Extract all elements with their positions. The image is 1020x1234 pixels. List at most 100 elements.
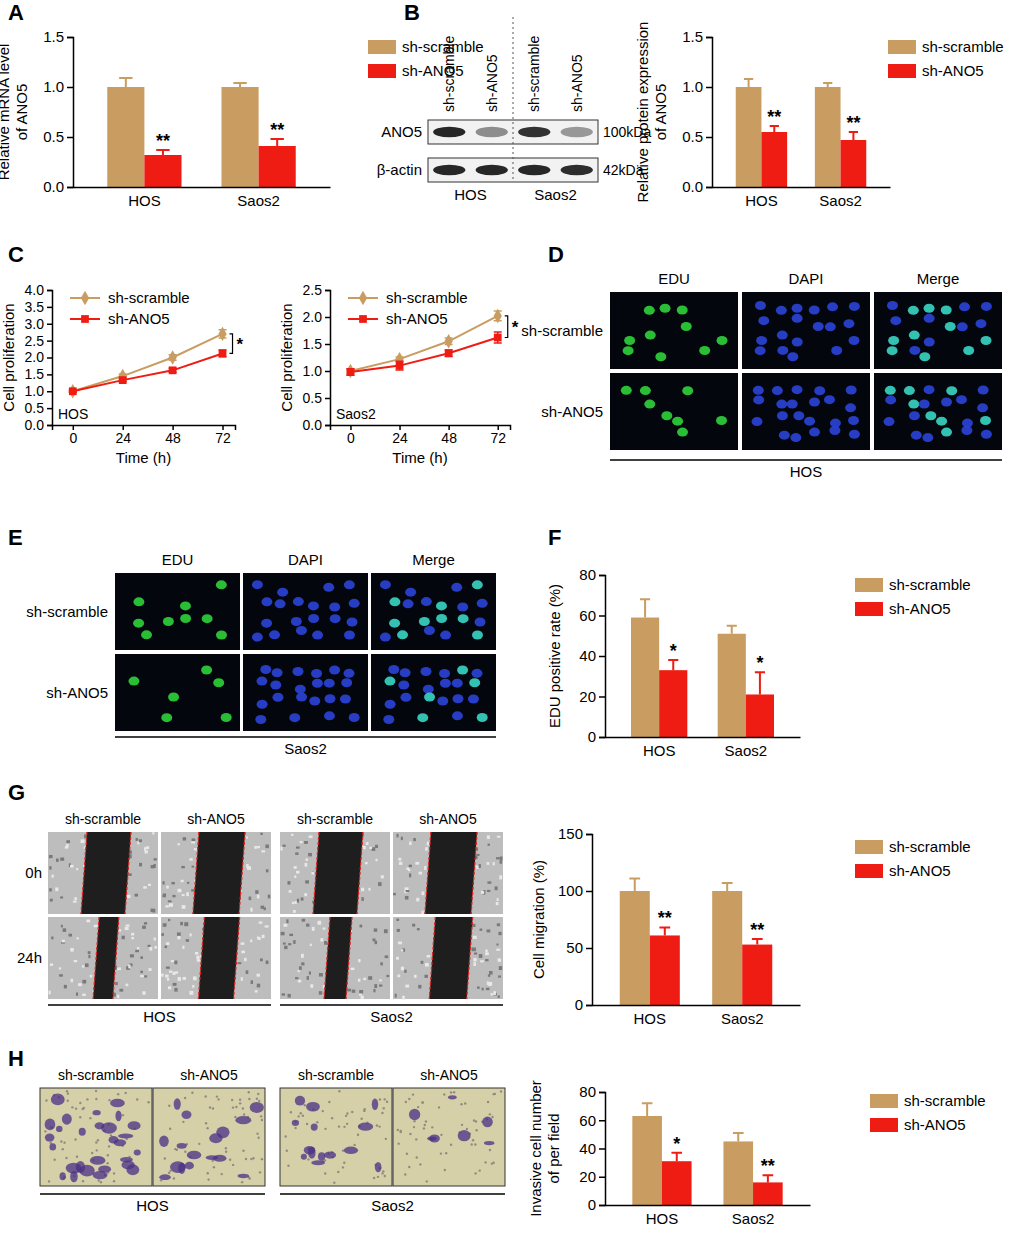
texture xyxy=(488,974,490,976)
nucleus xyxy=(341,678,352,687)
texture xyxy=(195,952,198,955)
texture xyxy=(59,967,61,969)
column-header: sh-scramble xyxy=(58,1067,134,1083)
blot-band xyxy=(561,165,593,176)
nucleus xyxy=(440,679,451,688)
legend-swatch xyxy=(855,602,883,616)
y-axis: 0.00.51.01.5 xyxy=(682,28,712,195)
invaded-cell xyxy=(209,1133,222,1143)
pore xyxy=(65,1157,67,1159)
nucleus xyxy=(221,713,232,722)
pore xyxy=(184,1151,186,1153)
pore xyxy=(205,1095,207,1097)
texture xyxy=(82,965,84,967)
texture xyxy=(254,846,256,849)
texture xyxy=(497,836,501,838)
pore xyxy=(377,1176,379,1178)
texture xyxy=(499,875,502,879)
nucleus xyxy=(436,601,447,610)
lane-label: sh-scramble xyxy=(526,36,542,112)
texture xyxy=(244,958,247,961)
pore xyxy=(45,1099,47,1101)
nucleus xyxy=(180,614,191,623)
pore xyxy=(450,1091,452,1093)
texture xyxy=(363,978,366,980)
texture xyxy=(359,993,362,996)
texture xyxy=(177,936,180,939)
texture xyxy=(404,970,406,973)
y-tick-label: 150 xyxy=(558,825,583,842)
significance: * xyxy=(673,1134,680,1154)
nucleus xyxy=(792,304,803,313)
nucleus xyxy=(945,322,956,331)
error-bar xyxy=(270,139,283,146)
invaded-cell xyxy=(118,1133,133,1138)
nucleus xyxy=(809,428,820,437)
nucleus xyxy=(275,599,286,608)
point xyxy=(396,362,404,370)
significance: ** xyxy=(750,920,764,940)
significance: * xyxy=(237,335,244,354)
texture xyxy=(496,944,498,946)
pore xyxy=(136,1098,138,1100)
y-tick-label: 3.5 xyxy=(25,299,45,315)
row-label: sh-ANO5 xyxy=(541,403,603,420)
x-tick-label: HOS xyxy=(745,192,778,209)
pore xyxy=(147,1101,149,1103)
texture xyxy=(393,893,396,895)
inset-label: HOS xyxy=(58,406,88,422)
legend-label: sh-ANO5 xyxy=(889,600,951,617)
pore xyxy=(48,1180,50,1182)
texture xyxy=(145,850,148,853)
nucleus xyxy=(293,597,304,606)
micrograph xyxy=(393,832,503,914)
y-tick-mark xyxy=(47,324,52,326)
nucleus xyxy=(312,679,323,688)
pore xyxy=(413,1126,415,1128)
y-axis-title: Invasive cell number xyxy=(527,1080,544,1217)
texture xyxy=(182,894,185,896)
y-axis-title: EDU positive rate (%) xyxy=(546,584,563,728)
pore xyxy=(97,1139,99,1141)
blot-band xyxy=(476,165,508,176)
texture xyxy=(256,974,260,977)
nucleus xyxy=(269,630,280,639)
texture xyxy=(126,984,129,987)
nucleus xyxy=(272,668,283,677)
invaded-cell xyxy=(306,1102,320,1112)
significance: * xyxy=(756,653,763,673)
texture xyxy=(241,951,245,954)
nucleus xyxy=(827,302,838,311)
y-tick-mark xyxy=(47,290,52,292)
invaded-cell xyxy=(185,1162,194,1170)
caption-line xyxy=(610,459,1002,461)
panel-letter: C xyxy=(8,242,24,267)
texture xyxy=(412,924,415,927)
pore xyxy=(108,1145,110,1147)
invaded-cell xyxy=(448,1095,457,1099)
wound-gap xyxy=(429,917,472,999)
texture xyxy=(154,858,157,860)
y-tick-mark xyxy=(706,37,712,39)
pore xyxy=(376,1124,378,1126)
wound-edge xyxy=(425,832,431,914)
nucleus xyxy=(296,626,307,635)
nucleus xyxy=(978,386,989,395)
nucleus xyxy=(755,346,766,355)
nucleus xyxy=(477,599,488,608)
y-tick: 80 xyxy=(579,1083,605,1100)
texture xyxy=(297,899,299,903)
bar xyxy=(650,935,680,1005)
texture xyxy=(305,880,309,883)
lane-label: sh-ANO5 xyxy=(484,54,500,112)
nucleus xyxy=(385,700,396,709)
texture xyxy=(76,868,78,870)
nucleus xyxy=(849,336,860,345)
texture xyxy=(286,919,288,923)
invaded-cell xyxy=(458,1130,471,1141)
y-axis-title: Cell migration (%) xyxy=(530,860,547,979)
point xyxy=(119,369,127,383)
nucleus xyxy=(813,322,824,331)
y-tick-label: 1.0 xyxy=(25,383,45,399)
x-tick-label: 0 xyxy=(69,430,77,446)
